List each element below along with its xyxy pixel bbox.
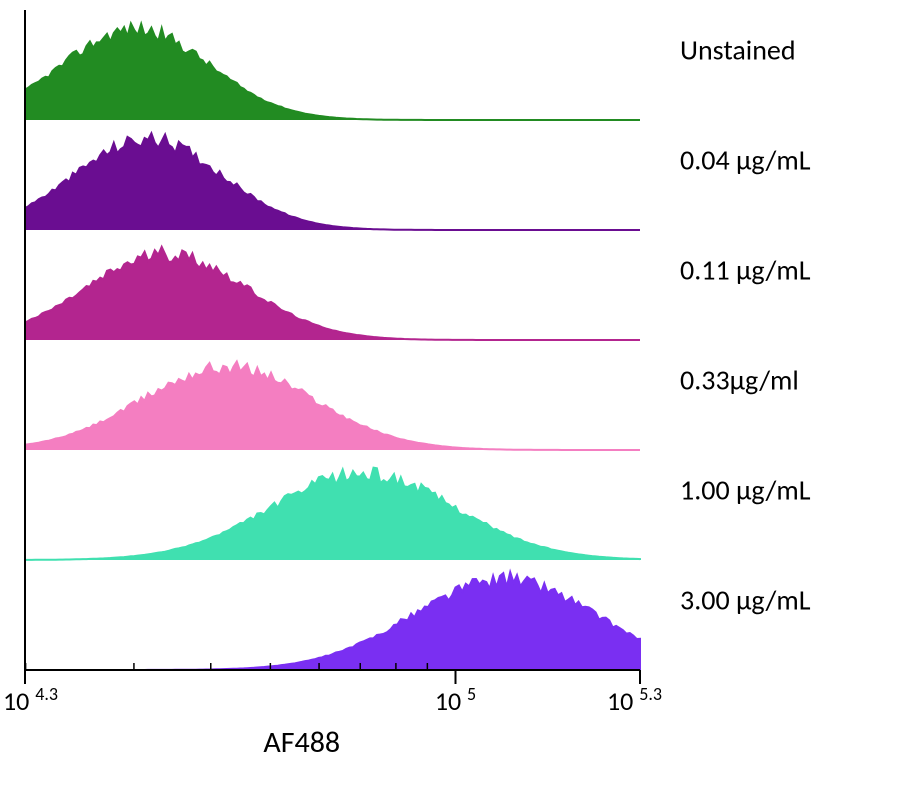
x-axis-label: AF488 xyxy=(263,724,340,761)
flow-histogram-chart: Unstained 0.04 µg/mL 0.11 µg/mL 0.33µg/ml 1.… xyxy=(0,0,902,785)
series-label: 0.04 µg/mL xyxy=(680,143,811,178)
chart-svg: Unstained 0.04 µg/mL 0.11 µg/mL 0.33µg/ml 1.… xyxy=(0,0,902,785)
series-label: Unstained xyxy=(680,33,796,68)
series-label: 3.00 µg/mL xyxy=(680,583,811,618)
series-label: 1.00 µg/mL xyxy=(680,473,811,508)
series-label: 0.33µg/ml xyxy=(680,363,799,398)
series-label: 0.11 µg/mL xyxy=(680,253,811,288)
